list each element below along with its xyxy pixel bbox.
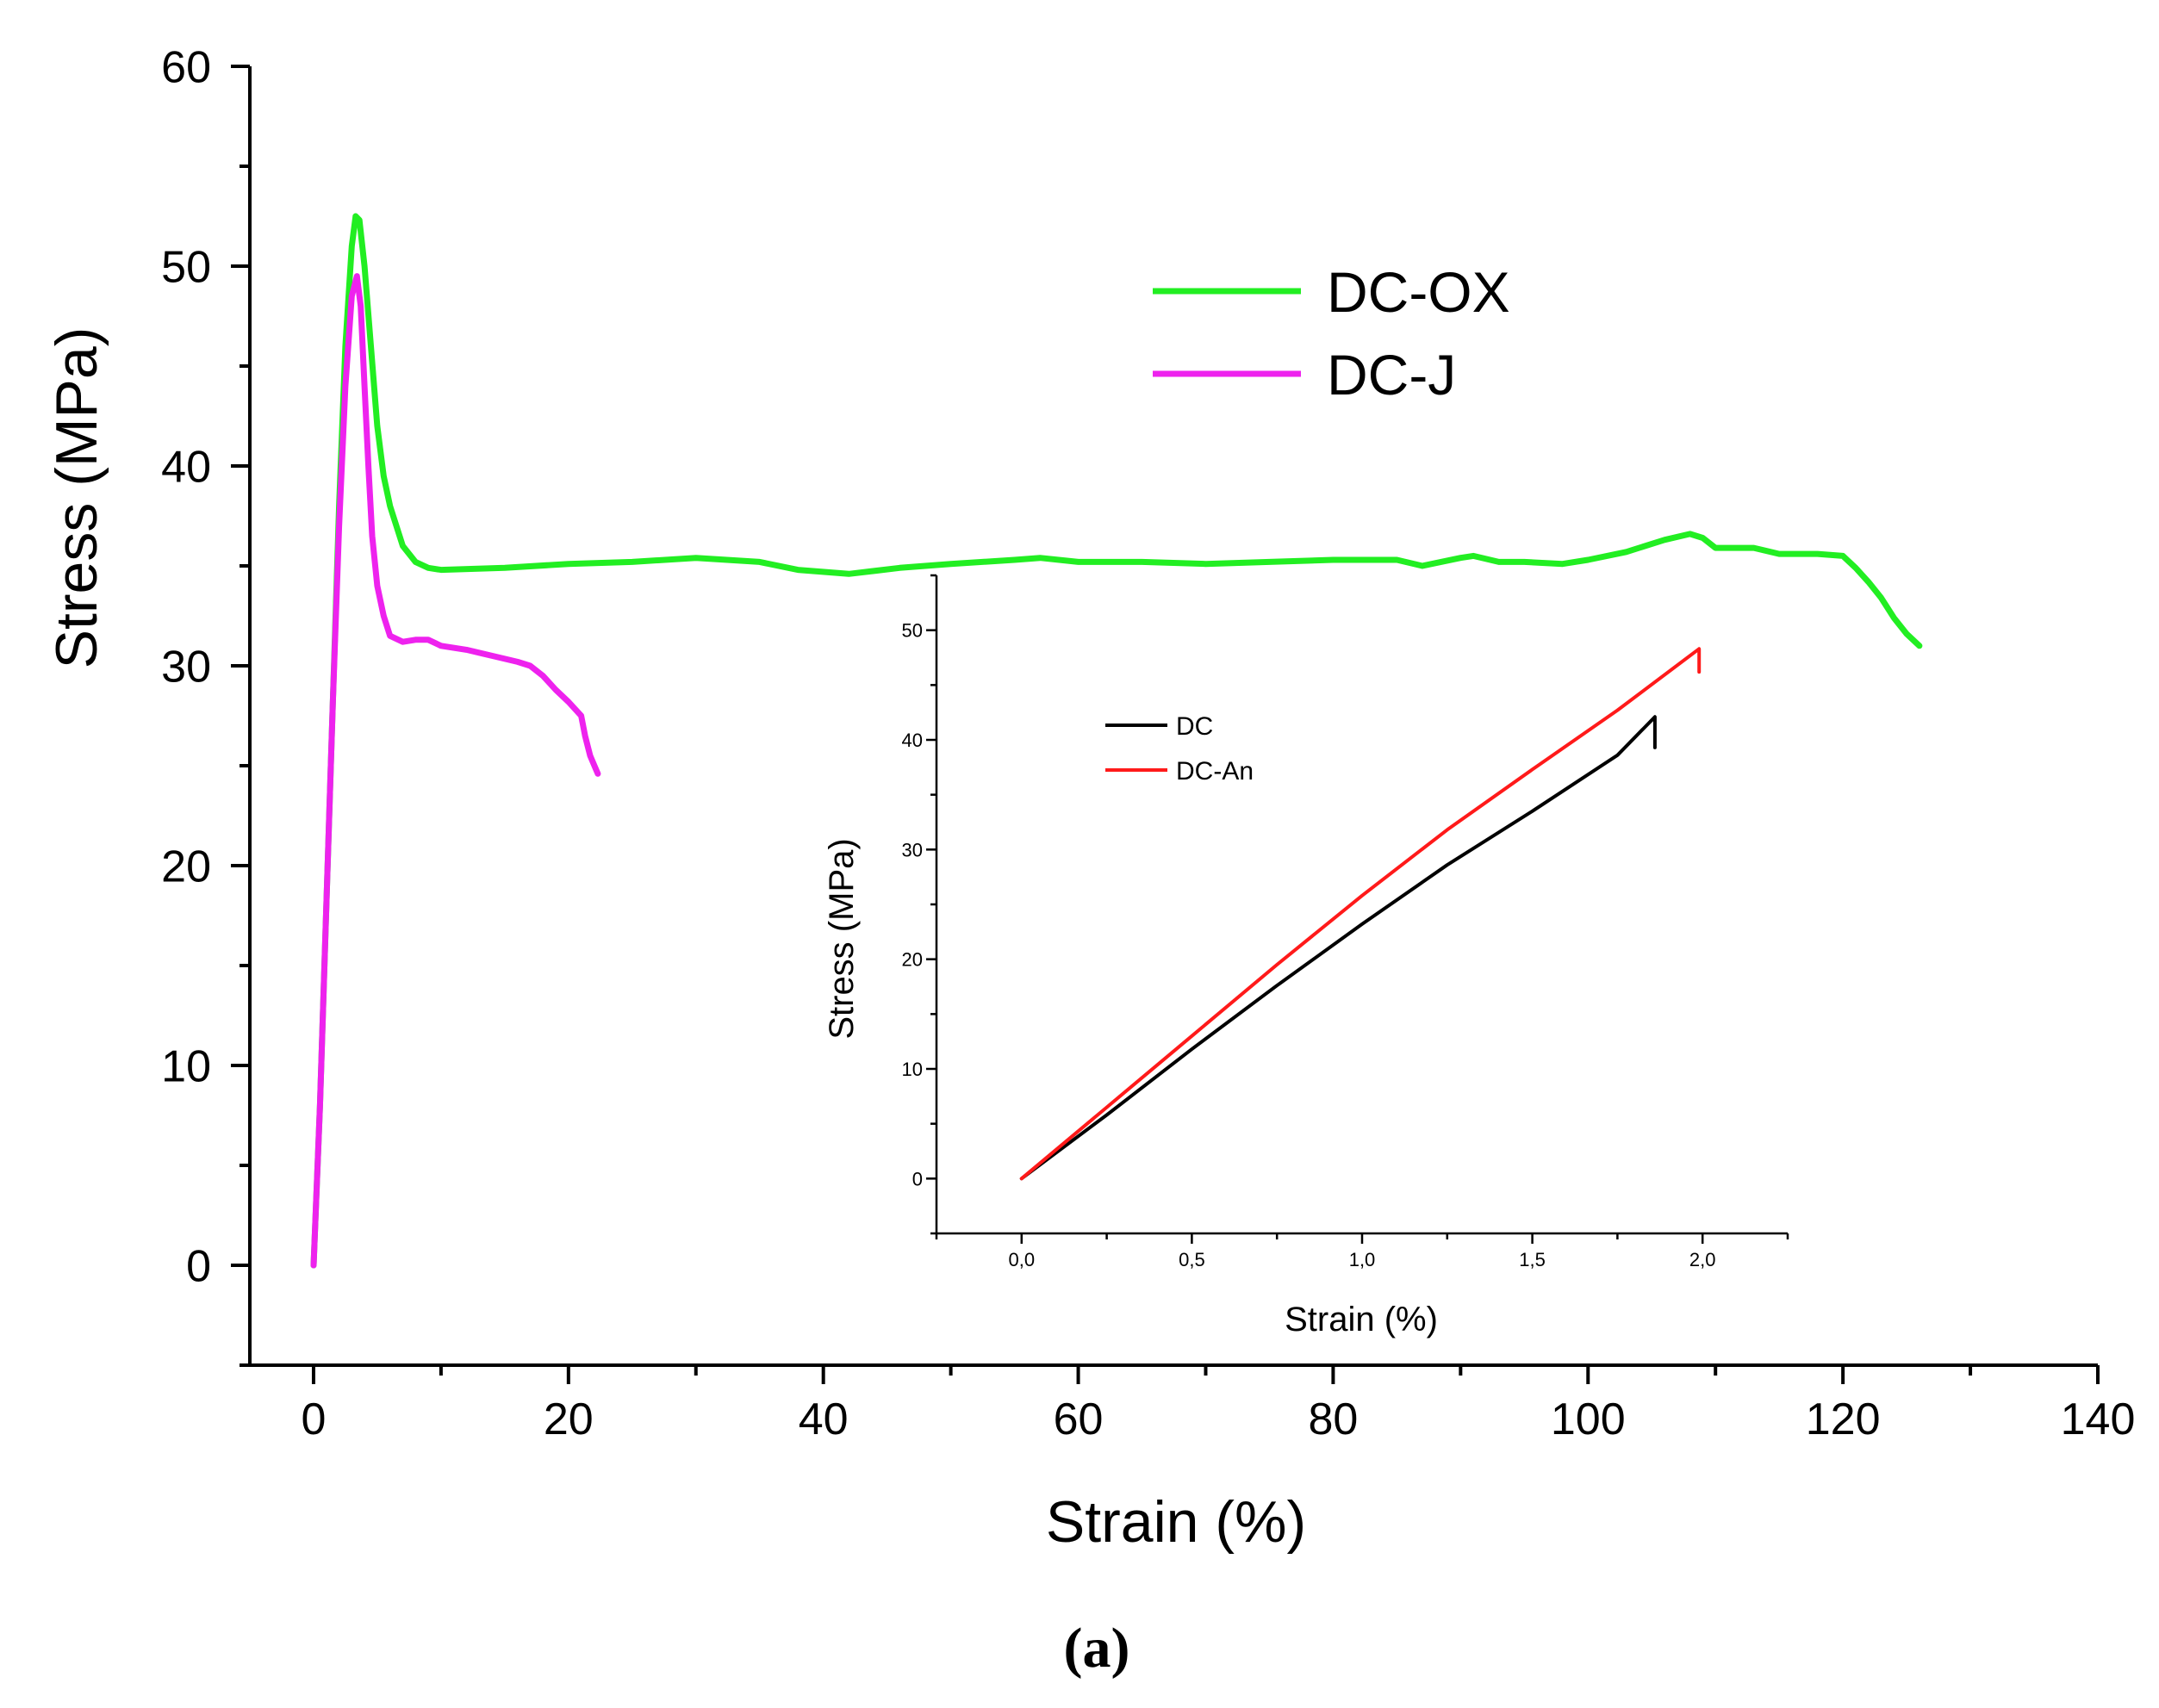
main-x-tick-label: 0 [302, 1394, 327, 1444]
inset-x-tick-label: 2,0 [1689, 1249, 1716, 1270]
inset-chart: 0,0 0,5 1,0 1,5 2,0 0 10 20 30 40 50 Strain (%) St… [823, 574, 1789, 1338]
main-y-tick-label: 50 [161, 243, 211, 293]
main-y-tick-label: 40 [161, 443, 211, 493]
main-x-tick-label: 20 [544, 1394, 594, 1444]
main-y-tick-label: 20 [161, 842, 211, 892]
inset-ticks: 0,0 0,5 1,0 1,5 2,0 0 10 20 30 40 50 [902, 574, 1789, 1270]
main-y-tick-label: 10 [161, 1042, 211, 1092]
inset-legend: DC DC-An [1105, 712, 1254, 786]
inset-y-tick-label: 50 [902, 620, 923, 642]
inset-legend-label: DC-An [1176, 757, 1254, 786]
main-legend-label: DC-J [1327, 343, 1456, 407]
inset-x-tick-label: 1,5 [1519, 1249, 1546, 1270]
inset-axes [935, 575, 1788, 1235]
main-x-axis-label: Strain (%) [1046, 1489, 1306, 1555]
inset-series-line-dc-an [1019, 647, 1702, 1181]
inset-x-axis-label: Strain (%) [1285, 1301, 1438, 1338]
inset-y-tick-label: 20 [902, 949, 923, 971]
inset-y-tick-label: 30 [902, 839, 923, 860]
main-axes [248, 66, 2098, 1367]
inset-x-tick-label: 0,5 [1179, 1249, 1205, 1270]
inset-y-tick-label: 40 [902, 730, 923, 751]
inset-x-tick-label: 1,0 [1349, 1249, 1376, 1270]
main-series-group [310, 213, 1923, 1269]
inset-y-tick-label: 0 [912, 1168, 923, 1189]
main-legend: DC-OX DC-J [1153, 260, 1510, 407]
main-x-tick-label: 120 [1806, 1394, 1881, 1444]
inset-series-line-dc [1019, 715, 1657, 1181]
main-x-tick-label: 140 [2061, 1394, 2136, 1444]
main-y-tick-label: 0 [186, 1242, 211, 1292]
main-series-line-dc-j [310, 273, 601, 1269]
main-y-axis-label: Stress (MPa) [44, 327, 109, 669]
main-x-tick-label: 60 [1054, 1394, 1104, 1444]
main-x-tick-label: 100 [1551, 1394, 1626, 1444]
main-x-tick-label: 80 [1308, 1394, 1358, 1444]
inset-y-tick-label: 10 [902, 1059, 923, 1080]
inset-x-tick-label: 0,0 [1009, 1249, 1036, 1270]
figure-caption: (a) [1064, 1617, 1130, 1680]
main-x-tick-label: 40 [799, 1394, 849, 1444]
main-series-line-dc-ox [310, 213, 1923, 1269]
inset-legend-label: DC [1176, 712, 1213, 741]
inset-series-group [1019, 647, 1702, 1181]
main-y-tick-label: 60 [161, 43, 211, 93]
main-y-tick-label: 30 [161, 643, 211, 693]
main-legend-label: DC-OX [1327, 260, 1510, 324]
inset-y-axis-label: Stress (MPa) [823, 838, 861, 1039]
